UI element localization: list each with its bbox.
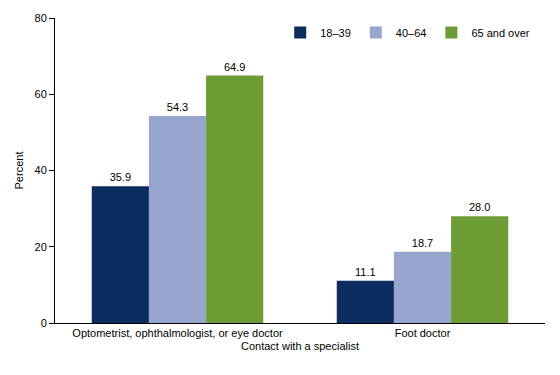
svg-text:28.0: 28.0 [469,201,490,213]
svg-text:18.7: 18.7 [412,237,433,249]
svg-text:20: 20 [35,241,47,253]
svg-text:35.9: 35.9 [110,171,131,183]
svg-text:60: 60 [35,88,47,100]
svg-text:18–39: 18–39 [320,27,351,39]
svg-text:64.9: 64.9 [224,61,245,73]
svg-text:Optometrist, ophthalmologist,: Optometrist, ophthalmologist, or eye doc… [72,327,283,339]
svg-text:Contact with a specialist: Contact with a specialist [241,340,359,352]
svg-text:Percent: Percent [13,152,25,190]
svg-text:11.1: 11.1 [355,266,376,278]
svg-text:Foot doctor: Foot doctor [395,327,451,339]
svg-text:40: 40 [35,164,47,176]
svg-text:0: 0 [41,317,47,329]
svg-text:40–64: 40–64 [396,27,427,39]
svg-text:80: 80 [35,12,47,24]
svg-text:54.3: 54.3 [167,101,188,113]
svg-text:65 and over: 65 and over [471,27,529,39]
